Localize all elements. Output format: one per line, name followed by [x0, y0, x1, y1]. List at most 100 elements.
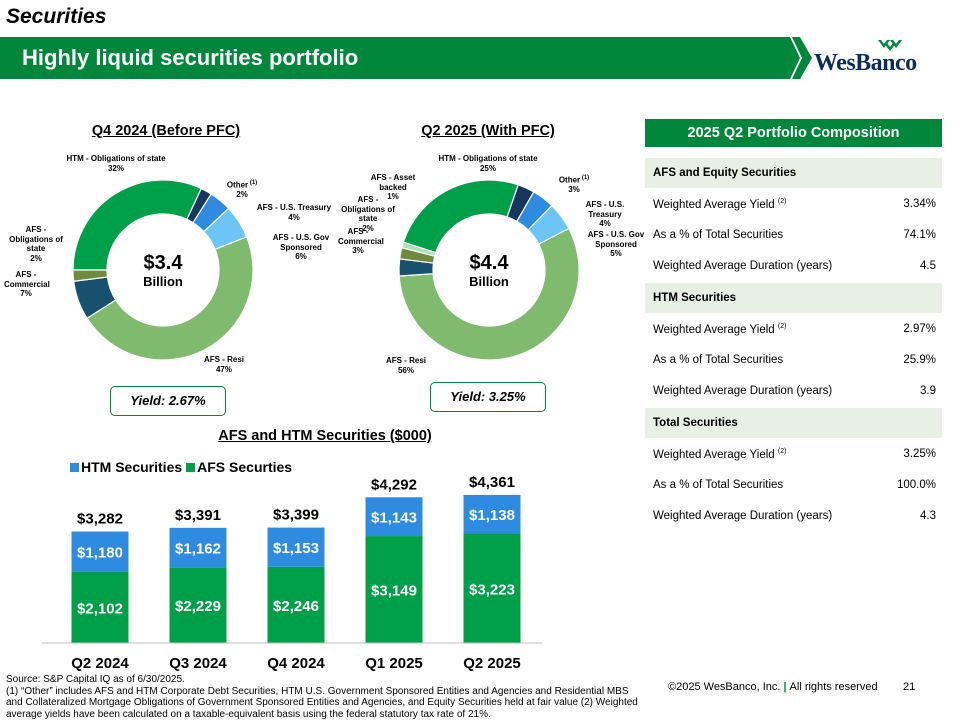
donut-1-slice-label-4: AFS - Resi 47%	[203, 355, 244, 374]
donut-2-slice-label-3: AFS - U.S. Gov Sponsored 5%	[587, 230, 645, 258]
bar-afs-1	[169, 567, 227, 643]
panel-section-0: AFS and Equity Securities	[645, 158, 942, 188]
data-label-total-1: $3,391	[175, 507, 221, 524]
page-title: Highly liquid securities portfolio	[22, 45, 359, 70]
panel-row-2-2: Weighted Average Duration (years) 4.3	[645, 501, 942, 531]
donut-2-slice-0	[402, 179, 519, 254]
bar-htm-1	[169, 527, 227, 568]
panel-row-label: Weighted Average Duration (years)	[653, 510, 833, 522]
panel-row-label: Weighted Average Duration (years)	[653, 385, 833, 397]
donut-2-slice-label-5: AFS - Commercial 3%	[338, 227, 384, 255]
panel-row-value: 100.0%	[896, 479, 936, 491]
yield-badge-q2-2025: Yield: 3.25%	[430, 382, 546, 412]
donut-1-slice-label-5: AFS - Commercial 7%	[4, 270, 50, 298]
x-tick-label-4: Q2 2025	[463, 655, 521, 672]
donut-1-slice-6	[72, 269, 109, 282]
copyright: ©2025 WesBanco, Inc. | All rights reserved	[668, 681, 878, 693]
donut-1-title: Q4 2024 (Before PFC)	[91, 123, 241, 139]
panel-section-label: HTM Securities	[653, 292, 737, 304]
wesbanco-logo	[812, 38, 932, 78]
panel-row-value: 3.25%	[903, 448, 936, 460]
donut-2-slice-label-7: AFS - Asset backed 1%	[370, 173, 416, 201]
panel-row-value: 3.34%	[903, 198, 936, 210]
donut-1-slice-label-1: Other (1) 2%	[226, 180, 258, 200]
donut-chart-q2-2025	[398, 179, 580, 361]
panel-row-label: Weighted Average Yield (2)	[653, 447, 787, 461]
panel-row-value: 4.5	[920, 260, 936, 272]
panel-row-1-0: Weighted Average Yield (2) 2.97%	[645, 314, 942, 344]
bar-afs-4	[463, 533, 521, 643]
bar-afs-3	[365, 536, 423, 643]
x-tick-label-2: Q4 2024	[267, 655, 325, 672]
x-tick-label-0: Q2 2024	[71, 655, 129, 672]
donut-2-slice-4	[398, 227, 580, 361]
panel-row-0-0: Weighted Average Yield (2) 3.34%	[645, 189, 942, 219]
donut-1-slice-4	[86, 236, 254, 361]
panel-row-0-2: Weighted Average Duration (years) 4.5	[645, 251, 942, 281]
data-label-htm-2: $1,153	[273, 540, 319, 557]
donut-2-title: Q2 2025 (With PFC)	[421, 123, 555, 139]
panel-row-1-1: As a % of Total Securities 25.9%	[645, 345, 942, 375]
donut-2-center: $4.4 Billion	[444, 252, 534, 290]
donut-2-unit: Billion	[469, 274, 509, 289]
donut-1-slice-label-3: AFS - U.S. Gov Sponsored 6%	[272, 233, 330, 261]
legend-item-afs: AFS Securties	[186, 459, 292, 475]
copyright-text: ©2025 WesBanco, Inc.	[668, 681, 781, 693]
data-label-htm-3: $1,143	[371, 510, 417, 527]
bar-chart-title: AFS and HTM Securities ($000)	[218, 428, 432, 444]
x-tick-label-1: Q3 2024	[169, 655, 227, 672]
donut-1-slice-label-0: HTM - Obligations of state 32%	[66, 154, 166, 173]
donut-2-slice-7	[401, 241, 437, 257]
bar-htm-0	[71, 531, 129, 572]
panel-row-label: As a % of Total Securities	[653, 229, 784, 241]
stacked-bar-chart: $2,102 $1,180 $3,282 Q2 2024 $2,229 $1,162 $3,…	[42, 474, 542, 672]
donut-1-slice-label-6: AFS - Obligations of state 2%	[9, 225, 63, 263]
data-label-htm-0: $1,180	[77, 545, 123, 562]
rights-text: All rights reserved	[789, 681, 878, 693]
donut-1-unit: Billion	[143, 274, 183, 289]
donut-1-center: $3.4 Billion	[118, 252, 208, 290]
panel-section-label: Total Securities	[653, 417, 738, 429]
donut-2-slice-label-2: AFS - U.S. Treasury 4%	[585, 200, 625, 228]
donut-1-slice-label-2: AFS - U.S. Treasury 4%	[256, 203, 332, 222]
data-label-afs-1: $2,229	[175, 598, 221, 615]
donut-2-slice-label-1: Other (1) 3%	[558, 175, 590, 195]
bar-chart-legend: HTM Securities AFS Securties	[70, 459, 292, 475]
panel-row-1-2: Weighted Average Duration (years) 3.9	[645, 376, 942, 406]
logo-text: WesBanco	[814, 50, 917, 76]
bar-afs-0	[71, 571, 129, 643]
panel-row-value: 3.9	[920, 385, 936, 397]
data-label-total-4: $4,361	[469, 474, 515, 491]
panel-row-label: Weighted Average Duration (years)	[653, 260, 833, 272]
bar-afs-2	[267, 566, 325, 643]
data-label-afs-2: $2,246	[273, 598, 319, 615]
data-label-afs-0: $2,102	[77, 600, 123, 617]
footnote-text: (1) “Other” includes AFS and HTM Corpora…	[6, 685, 638, 720]
bar-htm-4	[463, 494, 521, 534]
x-tick-label-3: Q1 2025	[365, 655, 423, 672]
title-banner	[0, 37, 812, 79]
donut-2-amount: $4.4	[469, 252, 509, 274]
data-label-htm-4: $1,138	[469, 507, 515, 524]
panel-row-label: As a % of Total Securities	[653, 479, 784, 491]
panel-row-2-0: Weighted Average Yield (2) 3.25%	[645, 439, 942, 469]
panel-row-2-1: As a % of Total Securities 100.0%	[645, 470, 942, 500]
legend-label-htm: HTM Securities	[81, 459, 183, 475]
page-number: 21	[903, 681, 916, 693]
panel-row-value: 2.97%	[903, 323, 936, 335]
footnotes: Source: S&P Capital IQ as of 6/30/2025. …	[6, 674, 646, 720]
legend-label-afs: AFS Securties	[197, 459, 293, 475]
donut-2-slice-label-4: AFS - Resi 56%	[385, 356, 426, 375]
panel-row-value: 4.3	[920, 510, 936, 522]
copyright-separator: |	[783, 681, 787, 693]
panel-row-value: 74.1%	[903, 229, 936, 241]
panel-row-value: 25.9%	[903, 354, 936, 366]
panel-section-label: AFS and Equity Securities	[653, 167, 797, 179]
data-label-htm-1: $1,162	[175, 541, 221, 558]
legend-item-htm: HTM Securities	[70, 459, 182, 475]
data-label-total-0: $3,282	[77, 511, 123, 528]
portfolio-panel-header: 2025 Q2 Portfolio Composition	[645, 119, 942, 147]
panel-section-2: Total Securities	[645, 408, 942, 438]
donut-2-slice-label-0: HTM - Obligations of state 25%	[438, 154, 538, 173]
donut-1-amount: $3.4	[143, 252, 183, 274]
